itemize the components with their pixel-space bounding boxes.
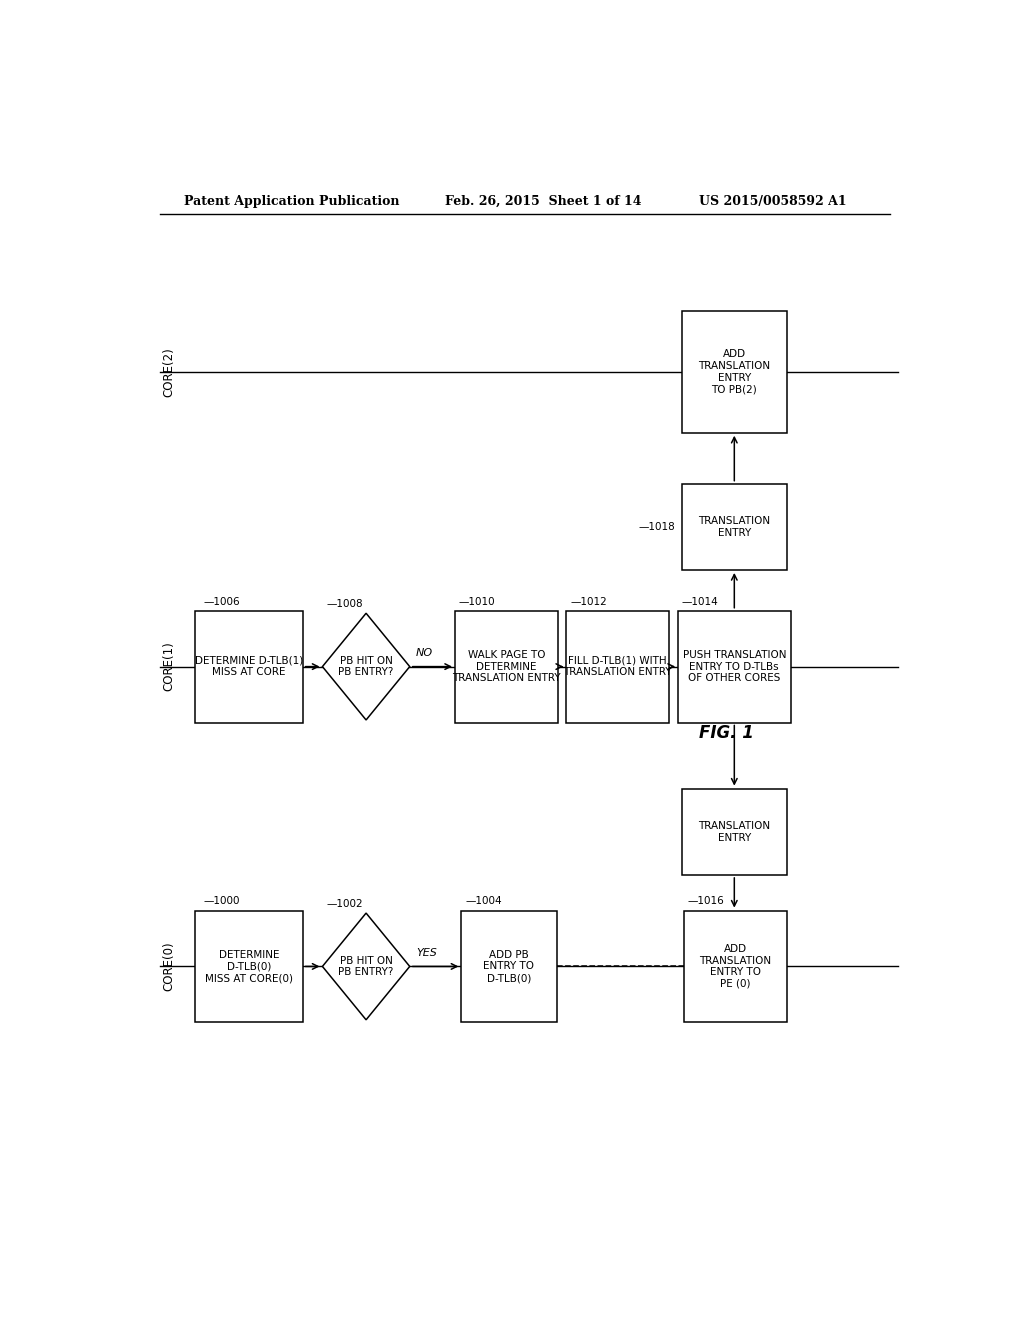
Text: ADD PB
ENTRY TO
D-TLB(0): ADD PB ENTRY TO D-TLB(0) — [483, 950, 535, 983]
Text: —1010: —1010 — [459, 597, 496, 607]
Bar — [196, 911, 303, 1022]
Text: TRANSLATION
ENTRY: TRANSLATION ENTRY — [698, 516, 770, 537]
Bar — [566, 611, 670, 722]
Text: DETERMINE D-TLB(1)
MISS AT CORE: DETERMINE D-TLB(1) MISS AT CORE — [195, 656, 303, 677]
Bar — [684, 911, 786, 1022]
Text: ADD
TRANSLATION
ENTRY
TO PB(2): ADD TRANSLATION ENTRY TO PB(2) — [698, 350, 770, 395]
Text: DETERMINE
D-TLB(0)
MISS AT CORE(0): DETERMINE D-TLB(0) MISS AT CORE(0) — [205, 950, 293, 983]
Bar — [461, 911, 557, 1022]
Text: FIG. 1: FIG. 1 — [699, 723, 755, 742]
Polygon shape — [323, 913, 410, 1020]
Bar — [682, 483, 786, 570]
Bar — [196, 611, 303, 722]
Bar — [455, 611, 558, 722]
Polygon shape — [323, 614, 410, 719]
Text: ADD
TRANSLATION
ENTRY TO
PE (0): ADD TRANSLATION ENTRY TO PE (0) — [699, 944, 771, 989]
Text: Patent Application Publication: Patent Application Publication — [183, 194, 399, 207]
Text: PUSH TRANSLATION
ENTRY TO D-TLBs
OF OTHER CORES: PUSH TRANSLATION ENTRY TO D-TLBs OF OTHE… — [683, 649, 786, 684]
Text: Feb. 26, 2015  Sheet 1 of 14: Feb. 26, 2015 Sheet 1 of 14 — [445, 194, 642, 207]
Text: CORE(1): CORE(1) — [163, 642, 176, 692]
Text: US 2015/0058592 A1: US 2015/0058592 A1 — [699, 194, 847, 207]
Text: TRANSLATION
ENTRY: TRANSLATION ENTRY — [698, 821, 770, 842]
Text: CORE(0): CORE(0) — [163, 941, 176, 991]
Text: FILL D-TLB(1) WITH
TRANSLATION ENTRY: FILL D-TLB(1) WITH TRANSLATION ENTRY — [563, 656, 672, 677]
Bar — [682, 788, 786, 875]
Text: PB HIT ON
PB ENTRY?: PB HIT ON PB ENTRY? — [338, 656, 394, 677]
Text: YES: YES — [416, 948, 437, 958]
Bar — [682, 312, 786, 433]
Text: —1000: —1000 — [204, 896, 240, 907]
Text: —1006: —1006 — [204, 597, 240, 607]
Text: —1008: —1008 — [327, 599, 364, 609]
Text: —1018: —1018 — [638, 521, 675, 532]
Text: —1014: —1014 — [682, 597, 719, 607]
Text: NO: NO — [416, 648, 433, 659]
Text: —1002: —1002 — [327, 899, 364, 909]
Text: —1004: —1004 — [465, 896, 502, 907]
Text: PB HIT ON
PB ENTRY?: PB HIT ON PB ENTRY? — [338, 956, 394, 977]
Bar — [678, 611, 791, 722]
Text: —1016: —1016 — [687, 896, 724, 907]
Text: —1012: —1012 — [570, 597, 607, 607]
Text: CORE(2): CORE(2) — [163, 347, 176, 397]
Text: WALK PAGE TO
DETERMINE
TRANSLATION ENTRY: WALK PAGE TO DETERMINE TRANSLATION ENTRY — [453, 649, 561, 684]
